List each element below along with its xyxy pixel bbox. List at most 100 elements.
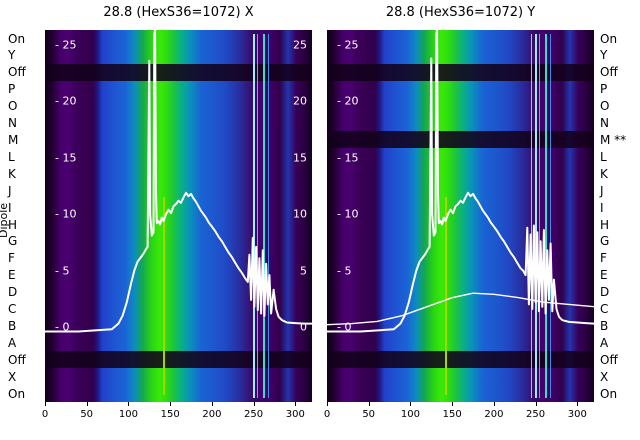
y-tick-label: - 15	[55, 151, 77, 165]
masked-row-bands-y	[327, 30, 594, 402]
left-row-label-column: On Y Off P O N M L K J I H G F E D C B A Off X On	[8, 0, 44, 440]
row-label: B	[8, 318, 17, 333]
row-label: H	[8, 217, 18, 232]
y-tick-label: - 0	[55, 320, 70, 334]
y-tick-label: - 25	[337, 38, 359, 52]
row-label: I	[600, 200, 604, 215]
row-label: Off	[600, 65, 618, 80]
x-tick-label: 150	[160, 409, 180, 420]
x-tick-mark	[170, 402, 172, 406]
y-tick-label: 10	[293, 207, 307, 221]
y-tick-label: - 20	[55, 94, 77, 108]
heatmap-bright-column	[539, 33, 541, 399]
x-tick-mark	[410, 402, 412, 406]
series-spectrum-y	[327, 30, 594, 331]
heatmap-bright-column	[544, 33, 547, 399]
row-label: N	[600, 116, 609, 130]
row-label: A	[600, 335, 609, 350]
row-label: L	[600, 149, 607, 164]
heatmap-bright-column	[549, 33, 551, 399]
y-tick-label: 15	[293, 151, 307, 165]
row-label: E	[600, 268, 608, 283]
spectrum-curves-x	[45, 30, 312, 402]
y-tick-label: - 10	[337, 207, 359, 221]
masked-row-bands-x	[45, 30, 312, 402]
x-tick-mark	[253, 402, 255, 406]
row-label: J	[600, 183, 604, 198]
row-label: G	[8, 234, 18, 249]
row-label: M **	[600, 132, 627, 147]
x-tick-label: 150	[442, 409, 462, 420]
row-label: O	[600, 99, 610, 114]
x-tick-mark	[452, 402, 454, 406]
row-label: X	[8, 369, 17, 384]
row-label: D	[8, 285, 18, 300]
x-tick-mark	[327, 402, 328, 406]
x-tick-mark	[368, 402, 370, 406]
bright-columns-x	[45, 30, 312, 402]
y-tick-label: - 0	[337, 320, 352, 334]
heatmap-bright-column	[257, 33, 259, 399]
inner-tick-labels-y: - 25 - 20 - 15 - 10 - 5 - 0	[327, 30, 594, 402]
y-tick-label: - 5	[337, 264, 352, 278]
x-tick-label: 0	[323, 409, 331, 420]
panel-title-y: 28.8 (HexS36=1072) Y	[385, 5, 536, 20]
row-label: K	[600, 166, 608, 181]
x-tick-mark	[535, 402, 537, 406]
y-tick-label: 25	[293, 38, 307, 52]
x-tick-mark	[577, 402, 579, 406]
x-tick-mark	[211, 402, 213, 406]
masked-row-band	[45, 63, 312, 81]
row-label: E	[8, 268, 16, 283]
heatmap-background-x	[45, 30, 312, 402]
masked-row-band	[327, 63, 594, 81]
row-label: F	[8, 251, 15, 266]
right-row-label-column: On Y Off P O N M ** L K J I H G F E D C B A Off X On	[600, 0, 640, 440]
masked-row-band	[327, 351, 594, 369]
row-label: P	[600, 82, 608, 97]
heatmap-bright-column	[267, 33, 269, 399]
x-tick-label: 200	[484, 409, 504, 420]
row-label: X	[600, 369, 609, 384]
row-label: A	[8, 335, 17, 350]
spectrum-curves-y	[327, 30, 594, 402]
inner-tick-labels-x: - 25 25 - 20 20 - 15 15 - 10 10 - 5 5 - 0 0	[45, 30, 312, 402]
row-label: K	[8, 166, 16, 181]
y-tick-label: 0	[300, 320, 307, 334]
row-label: D	[600, 285, 610, 300]
masked-row-band	[327, 131, 594, 149]
y-tick-label: - 5	[55, 264, 70, 278]
row-label: F	[600, 251, 607, 266]
row-label: B	[600, 318, 609, 333]
row-label: J	[8, 183, 12, 198]
row-label: C	[600, 302, 609, 316]
row-label: G	[600, 234, 610, 249]
x-tick-mark	[493, 402, 495, 406]
heatmap-background-y	[327, 30, 594, 402]
heatmap-bright-column	[163, 197, 166, 395]
bright-columns-y	[327, 30, 594, 402]
x-tick-label: 300	[567, 409, 587, 420]
x-tick-label: 50	[362, 409, 376, 420]
row-label: Off	[8, 352, 26, 367]
heatmap-bright-column	[531, 33, 533, 399]
series-baseline-y	[327, 293, 594, 325]
heatmap-bright-column	[262, 33, 265, 399]
x-tick-label: 50	[80, 409, 94, 420]
x-tick-label: 300	[285, 409, 305, 420]
heatmap-bright-column	[445, 197, 448, 395]
masked-row-band	[45, 351, 312, 369]
row-label: M	[8, 132, 19, 147]
row-label: On	[600, 31, 618, 46]
y-tick-label: - 20	[337, 94, 359, 108]
row-label: C	[8, 302, 17, 316]
series-spectrum-x	[45, 30, 312, 331]
x-tick-mark	[45, 402, 46, 406]
x-tick-mark	[128, 402, 130, 406]
x-tick-label: 100	[118, 409, 138, 420]
row-label: Off	[600, 352, 618, 367]
row-label: H	[600, 217, 610, 232]
heatmap-panel-x: - 25 25 - 20 20 - 15 15 - 10 10 - 5 5 - 0 0	[45, 30, 312, 402]
x-tick-mark	[86, 402, 88, 406]
